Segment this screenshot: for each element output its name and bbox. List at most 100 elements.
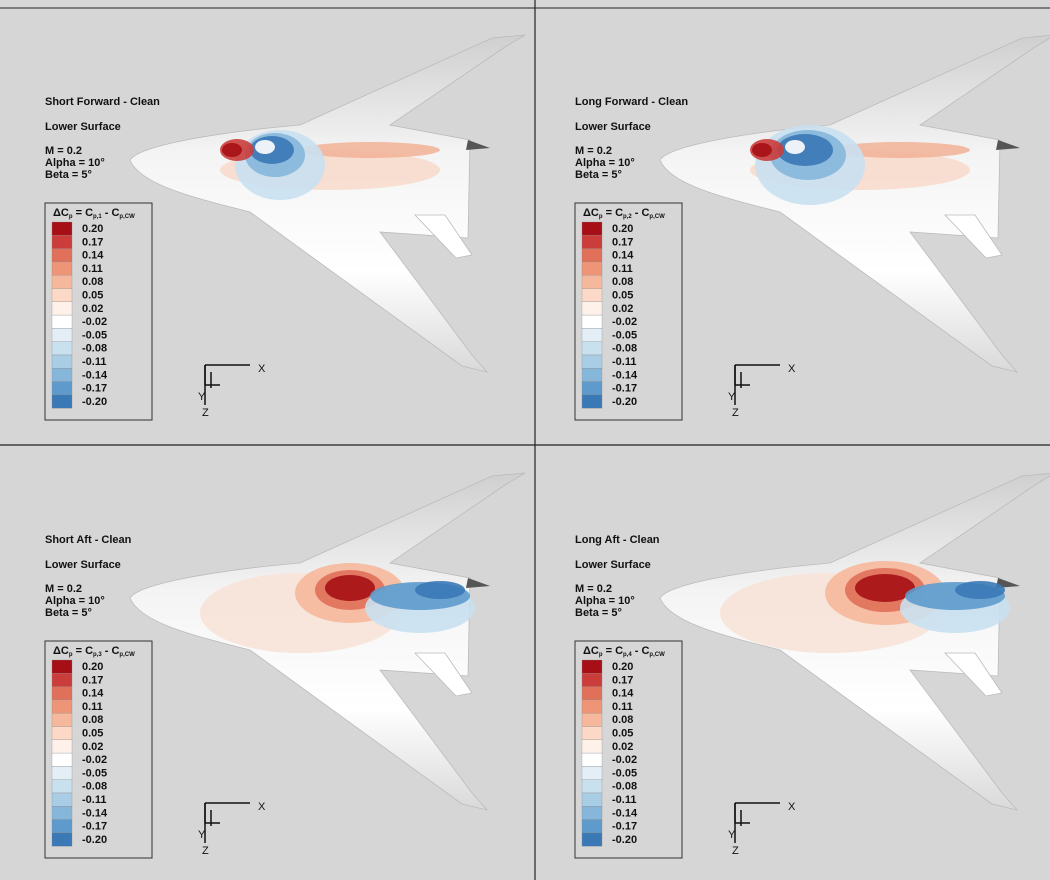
legend-label: -0.20 bbox=[82, 834, 107, 846]
legend-label: 0.08 bbox=[82, 276, 103, 288]
legend-swatch bbox=[582, 315, 602, 328]
legend-label: 0.05 bbox=[82, 290, 103, 302]
legend-swatch bbox=[582, 222, 602, 235]
legend-swatch bbox=[582, 833, 602, 846]
legend-label: 0.11 bbox=[612, 701, 633, 713]
legend-swatch bbox=[52, 740, 72, 753]
legend-swatch bbox=[582, 713, 602, 726]
legend-label: -0.20 bbox=[612, 834, 637, 846]
legend-label: -0.20 bbox=[612, 396, 637, 408]
legend-label: -0.08 bbox=[612, 343, 637, 355]
legend-label: 0.11 bbox=[82, 701, 103, 713]
legend-label: 0.08 bbox=[612, 714, 633, 726]
legend-swatch bbox=[582, 342, 602, 355]
legend-label: 0.20 bbox=[612, 223, 633, 235]
surface-label: Lower Surface bbox=[45, 559, 121, 571]
legend-title-part: = C bbox=[73, 207, 94, 219]
legend-swatch bbox=[582, 275, 602, 288]
legend-label: 0.17 bbox=[612, 236, 633, 248]
axis-label: X bbox=[788, 801, 796, 813]
legend-title-part: ΔC bbox=[583, 207, 599, 219]
legend-swatch bbox=[582, 820, 602, 833]
legend-label: 0.02 bbox=[612, 303, 633, 315]
legend-label: 0.20 bbox=[82, 661, 103, 673]
panel-title: Short Forward - Clean bbox=[45, 96, 160, 108]
figure: Short Forward - Clean Lower Surface M = 0.… bbox=[0, 0, 1050, 880]
legend-swatch bbox=[582, 660, 602, 673]
axis-label: Z bbox=[732, 407, 739, 419]
condition: M = 0.2 bbox=[45, 583, 82, 595]
contour bbox=[222, 143, 242, 157]
contour bbox=[785, 140, 805, 154]
condition: Alpha = 10° bbox=[45, 595, 105, 607]
legend-title-part: = C bbox=[73, 645, 94, 657]
legend-label: -0.14 bbox=[82, 807, 108, 819]
legend-swatch bbox=[52, 289, 72, 302]
legend-title-part: p,CW bbox=[119, 214, 135, 220]
legend-swatch bbox=[582, 753, 602, 766]
legend-swatch bbox=[52, 700, 72, 713]
legend-swatch bbox=[52, 222, 72, 235]
condition: M = 0.2 bbox=[575, 583, 612, 595]
legend-label: 0.11 bbox=[82, 263, 103, 275]
condition: Beta = 5° bbox=[575, 169, 622, 181]
legend-label: 0.14 bbox=[82, 250, 104, 262]
legend-swatch bbox=[582, 780, 602, 793]
axis-label: Y bbox=[198, 829, 206, 841]
legend-label: -0.14 bbox=[612, 369, 638, 381]
legend-title-part: ΔC bbox=[53, 645, 69, 657]
legend-title-part: p,CW bbox=[119, 652, 135, 658]
surface-label: Lower Surface bbox=[575, 121, 651, 133]
surface-label: Lower Surface bbox=[45, 121, 121, 133]
legend-label: 0.17 bbox=[82, 236, 103, 248]
legend-title-part: ΔC bbox=[583, 645, 599, 657]
legend-swatch bbox=[582, 262, 602, 275]
condition: Beta = 5° bbox=[45, 169, 92, 181]
legend-label: 0.02 bbox=[82, 303, 103, 315]
condition: Alpha = 10° bbox=[45, 157, 105, 169]
legend-label: 0.17 bbox=[82, 674, 103, 686]
legend-title-part: - C bbox=[632, 207, 650, 219]
legend-label: -0.14 bbox=[82, 369, 108, 381]
axis-label: Y bbox=[728, 829, 736, 841]
condition: Beta = 5° bbox=[575, 607, 622, 619]
legend-swatch bbox=[52, 235, 72, 248]
legend-label: 0.08 bbox=[82, 714, 103, 726]
legend-label: -0.02 bbox=[612, 754, 637, 766]
legend-swatch bbox=[52, 328, 72, 341]
legend-swatch bbox=[582, 289, 602, 302]
legend-label: -0.08 bbox=[612, 781, 637, 793]
contour bbox=[325, 575, 375, 601]
axis-label: Y bbox=[728, 391, 736, 403]
legend-swatch bbox=[52, 673, 72, 686]
legend-swatch bbox=[52, 302, 72, 315]
legend-swatch bbox=[52, 275, 72, 288]
legend-swatch bbox=[52, 395, 72, 408]
axis-label: X bbox=[258, 801, 266, 813]
contour bbox=[752, 143, 772, 157]
condition: M = 0.2 bbox=[575, 145, 612, 157]
legend-swatch bbox=[52, 382, 72, 395]
legend-swatch bbox=[582, 328, 602, 341]
legend-label: -0.02 bbox=[612, 316, 637, 328]
legend-label: -0.02 bbox=[82, 316, 107, 328]
contour bbox=[955, 581, 1005, 599]
legend-label: -0.05 bbox=[612, 329, 637, 341]
legend-label: -0.17 bbox=[82, 821, 107, 833]
legend-swatch bbox=[52, 766, 72, 779]
legend-swatch bbox=[52, 368, 72, 381]
legend-label: -0.02 bbox=[82, 754, 107, 766]
axis-label: Z bbox=[202, 407, 209, 419]
panel-title: Short Aft - Clean bbox=[45, 534, 132, 546]
axis-label: Y bbox=[198, 391, 206, 403]
legend-swatch bbox=[52, 355, 72, 368]
legend-swatch bbox=[52, 687, 72, 700]
legend-label: -0.05 bbox=[82, 329, 107, 341]
legend-swatch bbox=[52, 262, 72, 275]
legend-label: -0.05 bbox=[82, 767, 107, 779]
legend-swatch bbox=[582, 806, 602, 819]
legend-title-part: = C bbox=[603, 645, 624, 657]
legend-swatch bbox=[582, 673, 602, 686]
legend-swatch bbox=[582, 235, 602, 248]
legend-swatch bbox=[582, 687, 602, 700]
